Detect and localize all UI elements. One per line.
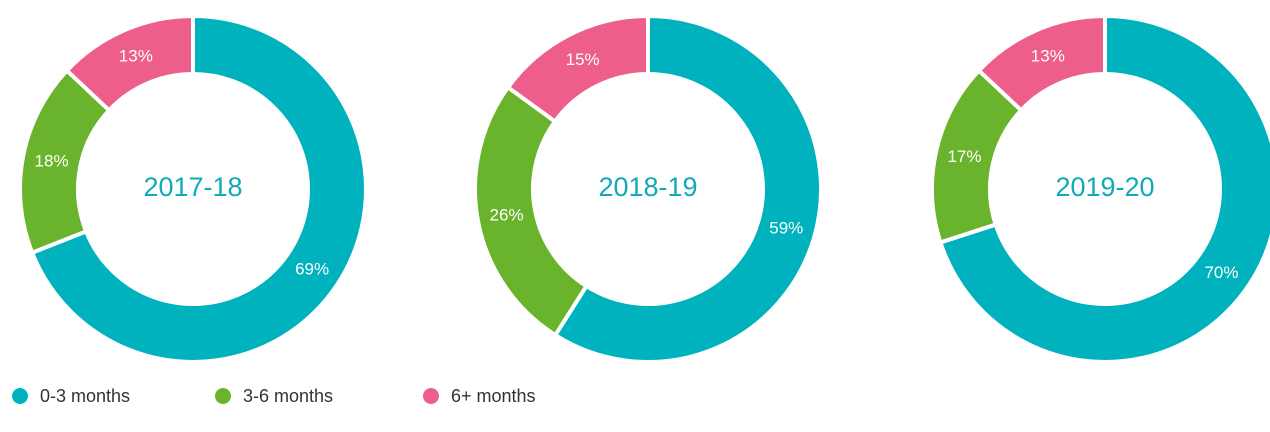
value-label: 13% bbox=[1031, 46, 1065, 65]
value-label: 69% bbox=[295, 259, 329, 278]
value-label: 59% bbox=[769, 219, 803, 238]
legend-swatch bbox=[423, 388, 439, 404]
donut-slice bbox=[505, 13, 650, 125]
donut-slice bbox=[29, 13, 368, 364]
donut-slice bbox=[64, 13, 195, 114]
value-label: 17% bbox=[947, 147, 981, 166]
value-label: 13% bbox=[119, 46, 153, 65]
value-label: 18% bbox=[35, 152, 69, 171]
legend-label: 3-6 months bbox=[243, 386, 333, 406]
donut-slice bbox=[552, 13, 823, 364]
legend-label: 6+ months bbox=[451, 386, 536, 406]
donut-title: 2018-19 bbox=[598, 172, 697, 202]
donut-slice bbox=[976, 13, 1107, 114]
value-label: 70% bbox=[1204, 263, 1238, 282]
donut-title: 2017-18 bbox=[143, 172, 242, 202]
legend-swatch bbox=[215, 388, 231, 404]
value-label: 15% bbox=[566, 50, 600, 69]
value-label: 26% bbox=[490, 205, 524, 224]
donut-title: 2019-20 bbox=[1055, 172, 1154, 202]
legend-label: 0-3 months bbox=[40, 386, 130, 406]
legend-swatch bbox=[12, 388, 28, 404]
donut-slice bbox=[937, 13, 1270, 364]
